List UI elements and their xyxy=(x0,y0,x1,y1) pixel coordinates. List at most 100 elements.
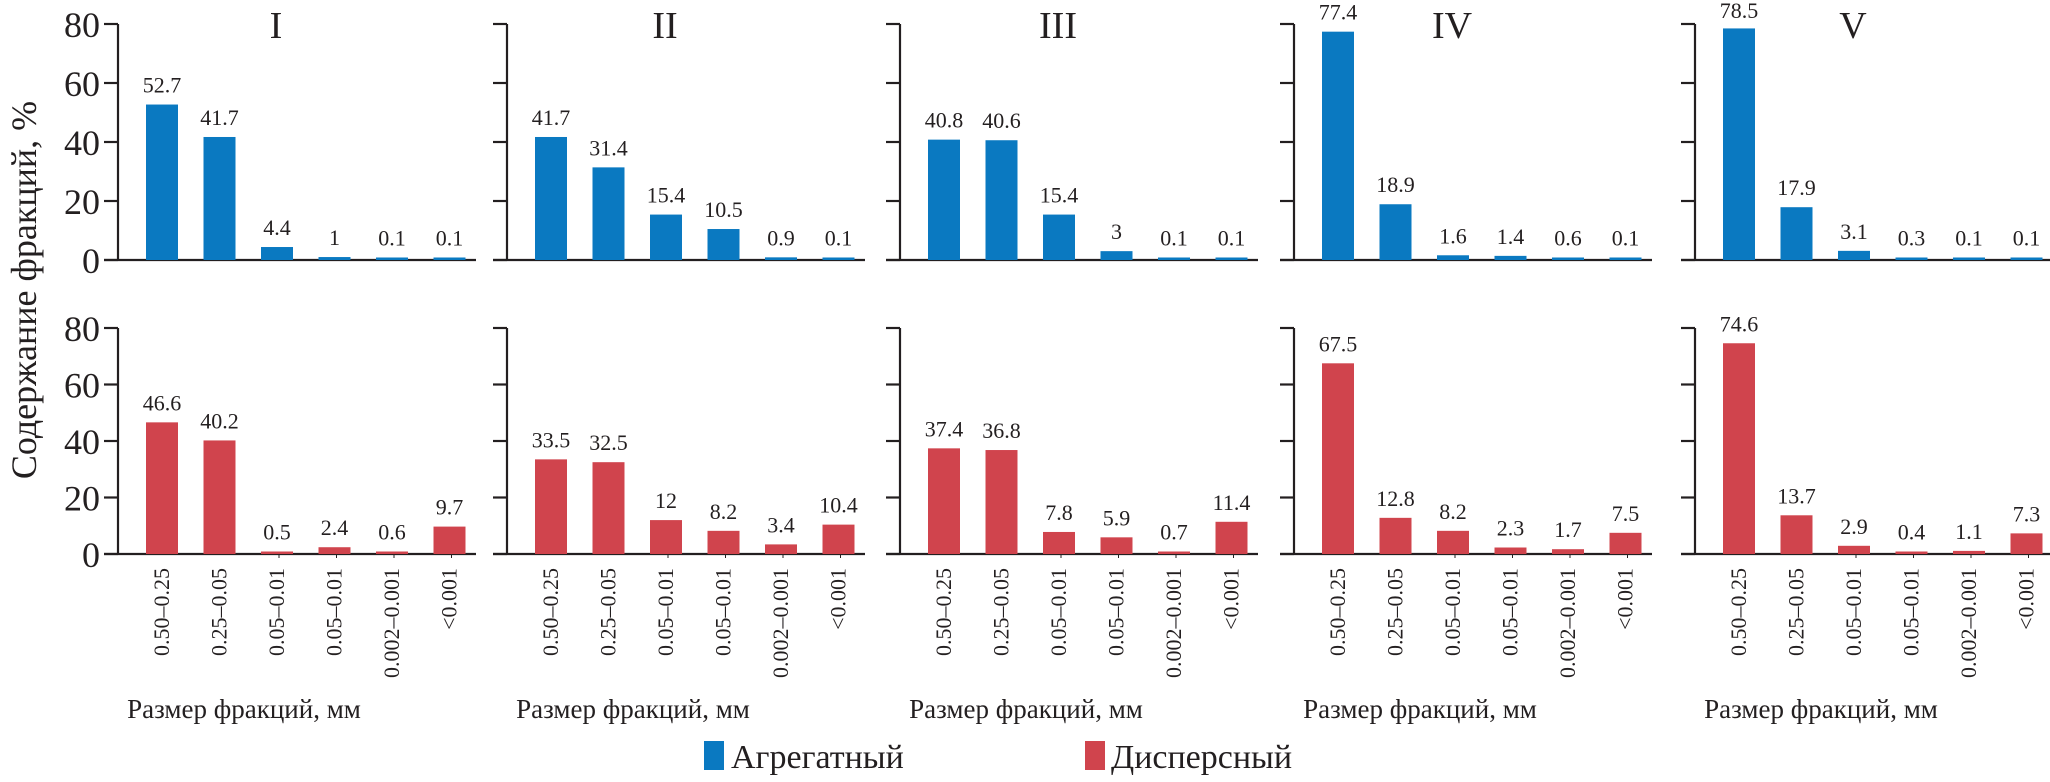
x-tick-label: <0.001 xyxy=(437,568,462,630)
bar xyxy=(985,450,1018,554)
subplot-aggregate: 41.7 31.4 15.4 10.5 0.9 0.1 xyxy=(493,22,865,262)
bar-value-label: 10.4 xyxy=(819,493,858,518)
x-axis-title: Размер фракций, мм xyxy=(516,694,750,724)
bar xyxy=(1552,549,1584,554)
bar xyxy=(2010,257,2043,260)
x-tick-label: 0.05–0.01 xyxy=(264,568,289,656)
bar xyxy=(1723,343,1755,554)
x-tick-label: <0.001 xyxy=(1219,568,1244,630)
bar-value-label: 18.9 xyxy=(1376,172,1415,197)
x-axis-title: Размер фракций, мм xyxy=(1704,694,1938,724)
y-tick-label: 40 xyxy=(64,422,100,462)
subplot-dispersed: 67.5 12.8 8.2 2.3 1.7 7.5 0.50–0.25 0.25–0.05 0.… xyxy=(1280,326,1652,724)
bar-value-label: 2.4 xyxy=(321,515,349,540)
bar-value-label: 0.9 xyxy=(767,225,795,250)
bar-value-label: 15.4 xyxy=(1040,183,1079,208)
x-axis-title: Размер фракций, мм xyxy=(127,694,361,724)
bar-value-label: 8.2 xyxy=(1439,499,1467,524)
bar xyxy=(535,136,567,260)
bar-value-label: 0.1 xyxy=(378,226,406,251)
bar-value-label: 5.9 xyxy=(1103,505,1131,530)
x-tick-label: 0.25–0.05 xyxy=(596,568,621,656)
panel-I: I 0 20 40 60 80 52.7 41.7 4.4 1 0.1 0.1 0 20 40 60 80 46.… xyxy=(64,5,476,724)
x-tick-label: 0.002–0.001 xyxy=(1161,568,1186,678)
x-tick-label: 0.25–0.05 xyxy=(1784,568,1809,656)
subplot-aggregate: 40.8 40.6 15.4 3 0.1 0.1 xyxy=(886,22,1258,262)
y-tick-label: 80 xyxy=(64,309,100,349)
y-tick-label: 80 xyxy=(64,5,100,45)
bar xyxy=(1609,257,1642,260)
bar-value-label: 0.1 xyxy=(436,226,464,251)
bar-value-label: 2.3 xyxy=(1497,516,1525,541)
subplot-dispersed: 74.6 13.7 2.9 0.4 1.1 7.3 0.50–0.25 0.25–0.05 0.… xyxy=(1681,311,2050,724)
bar-value-label: 3 xyxy=(1111,219,1122,244)
y-tick-label: 0 xyxy=(82,535,100,575)
bar xyxy=(1437,255,1469,260)
panel-title: V xyxy=(1839,5,1867,47)
bar xyxy=(822,524,855,554)
x-tick-label: <0.001 xyxy=(826,568,851,630)
panel-title: I xyxy=(270,5,283,47)
bar xyxy=(318,547,351,554)
bar xyxy=(650,520,682,554)
bar xyxy=(1043,531,1075,554)
bar-value-label: 1.6 xyxy=(1439,223,1467,248)
bar-value-label: 0.6 xyxy=(1554,226,1582,251)
bar xyxy=(376,551,408,554)
panel-V: V 78.5 17.9 3.1 0.3 0.1 0.1 74.6 13.7 2.9 0.4 1.1 7.… xyxy=(1681,0,2050,724)
bar xyxy=(592,167,625,260)
bar-value-label: 0.5 xyxy=(263,520,291,545)
bar-value-label: 10.5 xyxy=(704,197,743,222)
bar-value-label: 0.1 xyxy=(825,226,853,251)
bar-value-label: 0.4 xyxy=(1898,520,1926,545)
bar-value-label: 7.5 xyxy=(1612,501,1640,526)
bar-value-label: 67.5 xyxy=(1319,331,1358,356)
bar xyxy=(765,257,797,260)
bar-value-label: 0.1 xyxy=(1612,226,1640,251)
panel-II: II 41.7 31.4 15.4 10.5 0.9 0.1 33.5 32.5 12 8.2 3.4… xyxy=(493,5,865,724)
bar-value-label: 77.4 xyxy=(1319,0,1358,25)
panel-III: III 40.8 40.6 15.4 3 0.1 0.1 37.4 36.8 7.8 5.9 0.7 1… xyxy=(886,5,1258,724)
bar-value-label: 46.6 xyxy=(143,390,182,415)
bar xyxy=(707,530,740,554)
x-tick-label: 0.25–0.05 xyxy=(989,568,1014,656)
x-tick-label: 0.002–0.001 xyxy=(1555,568,1580,678)
bar-value-label: 37.4 xyxy=(925,416,964,441)
bar-value-label: 11.4 xyxy=(1213,490,1251,515)
bar xyxy=(1158,257,1190,260)
x-tick-label: 0.05–0.01 xyxy=(1440,568,1465,656)
bar xyxy=(1322,31,1354,261)
x-tick-label: 0.05–0.01 xyxy=(1104,568,1129,656)
x-tick-label: 0.05–0.01 xyxy=(322,568,347,656)
y-tick-label: 40 xyxy=(64,123,100,163)
bar-value-label: 0.3 xyxy=(1898,226,1926,251)
y-tick-label: 20 xyxy=(64,479,100,519)
bar-value-label: 41.7 xyxy=(200,105,239,130)
bar-value-label: 0.7 xyxy=(1160,520,1188,545)
y-tick-label: 0 xyxy=(82,241,100,281)
bar xyxy=(1322,363,1354,554)
y-tick-label: 60 xyxy=(64,64,100,104)
x-tick-label: 0.50–0.25 xyxy=(149,568,174,656)
bar xyxy=(1379,204,1412,260)
bar xyxy=(928,139,960,260)
bar xyxy=(535,459,567,554)
bar-value-label: 1.1 xyxy=(1955,519,1983,544)
x-axis-title: Размер фракций, мм xyxy=(909,694,1143,724)
subplot-dispersed: 0 20 40 60 80 46.6 40.2 0.5 2.4 0.6 9.7 0.50–0.25 0.… xyxy=(64,309,476,724)
legend-label-dispersed: Дисперсный xyxy=(1111,739,1292,776)
x-tick-label: <0.001 xyxy=(2014,568,2039,630)
panel-title: IV xyxy=(1432,5,1473,47)
x-tick-label: 0.002–0.001 xyxy=(1956,568,1981,678)
bar xyxy=(1158,551,1190,554)
bar xyxy=(765,544,797,554)
bar xyxy=(146,422,178,554)
x-tick-label: 0.05–0.01 xyxy=(711,568,736,656)
bar-value-label: 36.8 xyxy=(982,418,1021,443)
bar xyxy=(1437,530,1469,554)
bar-value-label: 7.8 xyxy=(1045,500,1073,525)
bar-value-label: 52.7 xyxy=(143,73,182,98)
bar xyxy=(376,257,408,260)
bar xyxy=(1043,214,1075,260)
legend-swatch-aggregate xyxy=(704,741,724,770)
